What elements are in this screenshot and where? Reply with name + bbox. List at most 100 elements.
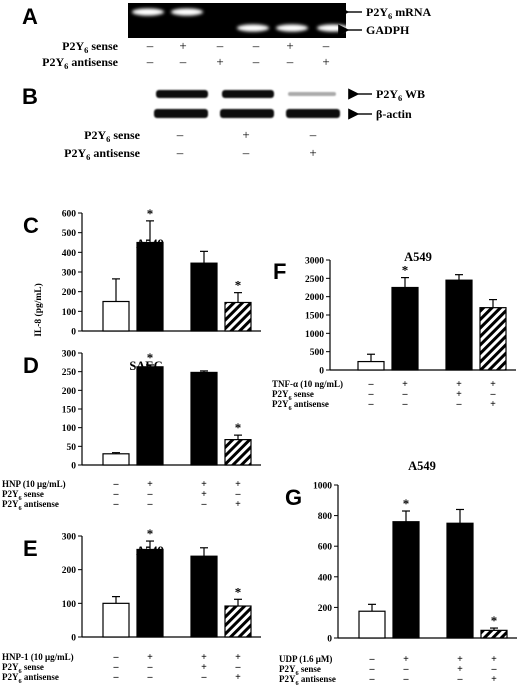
bar: [190, 555, 218, 638]
condition-sign: –: [147, 662, 154, 673]
y-tick-label: 50: [67, 443, 77, 453]
gel-band-p2y6: [132, 8, 164, 16]
y-tick-label: 0: [71, 462, 76, 472]
condition-sign: –: [322, 38, 330, 53]
condition-sign: –: [113, 499, 120, 510]
y-tick-label: 150: [62, 406, 77, 416]
condition-sign: +: [179, 38, 186, 53]
condition-sign: –: [457, 674, 464, 685]
y-tick-label: 2500: [305, 275, 324, 285]
condition-sign: –: [402, 389, 409, 400]
wb-band-actin: [220, 109, 274, 118]
chart-e: E0100200300A549**HNP-1 (10 μg/mL)–+++P2Y…: [2, 526, 261, 685]
bar: [190, 371, 218, 466]
band-label: β-actin: [376, 107, 412, 121]
wb-band-p2y6: [156, 90, 208, 98]
condition-label: P2Y6 antisense: [42, 55, 119, 71]
condition-sign: –: [402, 399, 409, 410]
condition-sign: +: [235, 479, 241, 490]
condition-sign: +: [147, 479, 153, 490]
condition-sign: –: [147, 499, 154, 510]
condition-sign: –: [309, 127, 317, 142]
y-tick-label: 3000: [305, 257, 324, 267]
y-tick-label: 0: [71, 328, 76, 338]
gel-band-gadph: [276, 24, 308, 32]
bar: [392, 521, 420, 639]
significance-marker: *: [147, 526, 154, 541]
condition-sign: –: [201, 499, 208, 510]
y-tick-label: 0: [71, 634, 76, 644]
condition-sign: –: [146, 38, 154, 53]
bar: [224, 439, 252, 466]
condition-sign: +: [457, 654, 463, 665]
condition-sign: –: [113, 672, 120, 683]
condition-sign: –: [201, 672, 208, 683]
gel-band-gadph: [237, 24, 269, 32]
y-tick-label: 200: [62, 566, 77, 576]
condition-sign: –: [179, 54, 187, 69]
condition-label: TNF-α (10 ng/mL): [272, 379, 343, 389]
condition-sign: +: [235, 672, 241, 683]
condition-sign: –: [252, 38, 260, 53]
condition-sign: –: [113, 479, 120, 490]
significance-marker: *: [147, 350, 154, 365]
chart-c: C0100200300400500600A549**: [23, 206, 261, 338]
condition-label: P2Y6 antisense: [2, 672, 59, 685]
y-tick-label: 500: [310, 348, 325, 358]
condition-label: P2Y6 antisense: [279, 674, 336, 687]
significance-marker: *: [235, 584, 242, 599]
y-tick-label: 1000: [313, 482, 332, 492]
condition-sign: –: [368, 379, 375, 390]
y-tick-label: 1000: [305, 330, 324, 340]
y-tick-label: 100: [62, 600, 77, 610]
condition-sign: –: [369, 654, 376, 665]
wb-band-actin: [154, 109, 208, 118]
bar: [190, 262, 218, 332]
y-tick-label: 100: [62, 308, 77, 318]
condition-sign: –: [147, 489, 154, 500]
band-label: P2Y6 WB: [376, 87, 425, 103]
condition-sign: –: [456, 399, 463, 410]
gel-image: [128, 3, 346, 38]
condition-sign: –: [113, 662, 120, 673]
condition-label: P2Y6 sense: [84, 128, 141, 144]
band-label: P2Y6 mRNA: [366, 5, 432, 21]
y-tick-label: 0: [319, 367, 324, 377]
condition-sign: +: [322, 54, 329, 69]
significance-marker: *: [403, 496, 410, 511]
condition-sign: –: [146, 54, 154, 69]
condition-sign: –: [242, 145, 250, 160]
bar: [224, 301, 252, 332]
chart-f: F 0 500 1000 1500 2000 2500 3000 A549* TNF-α (10 …: [272, 250, 516, 412]
condition-sign: +: [491, 674, 497, 685]
y-tick-label: 0: [327, 635, 332, 645]
condition-sign: +: [457, 664, 463, 675]
chart-title: A549: [404, 250, 432, 264]
blot-b-panel: B P2Y6 WB β-actin P2Y6 sense – + – P2Y6 antisen…: [22, 84, 425, 162]
y-tick-label: 300: [62, 269, 77, 279]
y-tick-label: 200: [62, 288, 77, 298]
condition-label: P2Y6 antisense: [2, 499, 59, 512]
condition-label: P2Y6 sense: [272, 389, 314, 402]
condition-sign: –: [235, 489, 242, 500]
bar: [446, 522, 474, 639]
condition-sign: –: [490, 389, 497, 400]
y-tick-label: 1500: [305, 312, 324, 322]
bar: [480, 629, 508, 639]
bar: [224, 605, 252, 638]
significance-marker: *: [235, 420, 242, 435]
condition-sign: +: [456, 379, 462, 390]
bar: [479, 307, 507, 371]
wb-band-p2y6: [288, 92, 336, 96]
condition-sign: +: [201, 479, 207, 490]
condition-label: P2Y6 antisense: [272, 399, 329, 412]
condition-sign: +: [403, 654, 409, 665]
panel-label-g: G: [285, 485, 302, 510]
condition-label: UDP (1.6 μM): [279, 654, 332, 664]
significance-marker: *: [402, 263, 409, 278]
wb-band-p2y6: [222, 90, 274, 98]
